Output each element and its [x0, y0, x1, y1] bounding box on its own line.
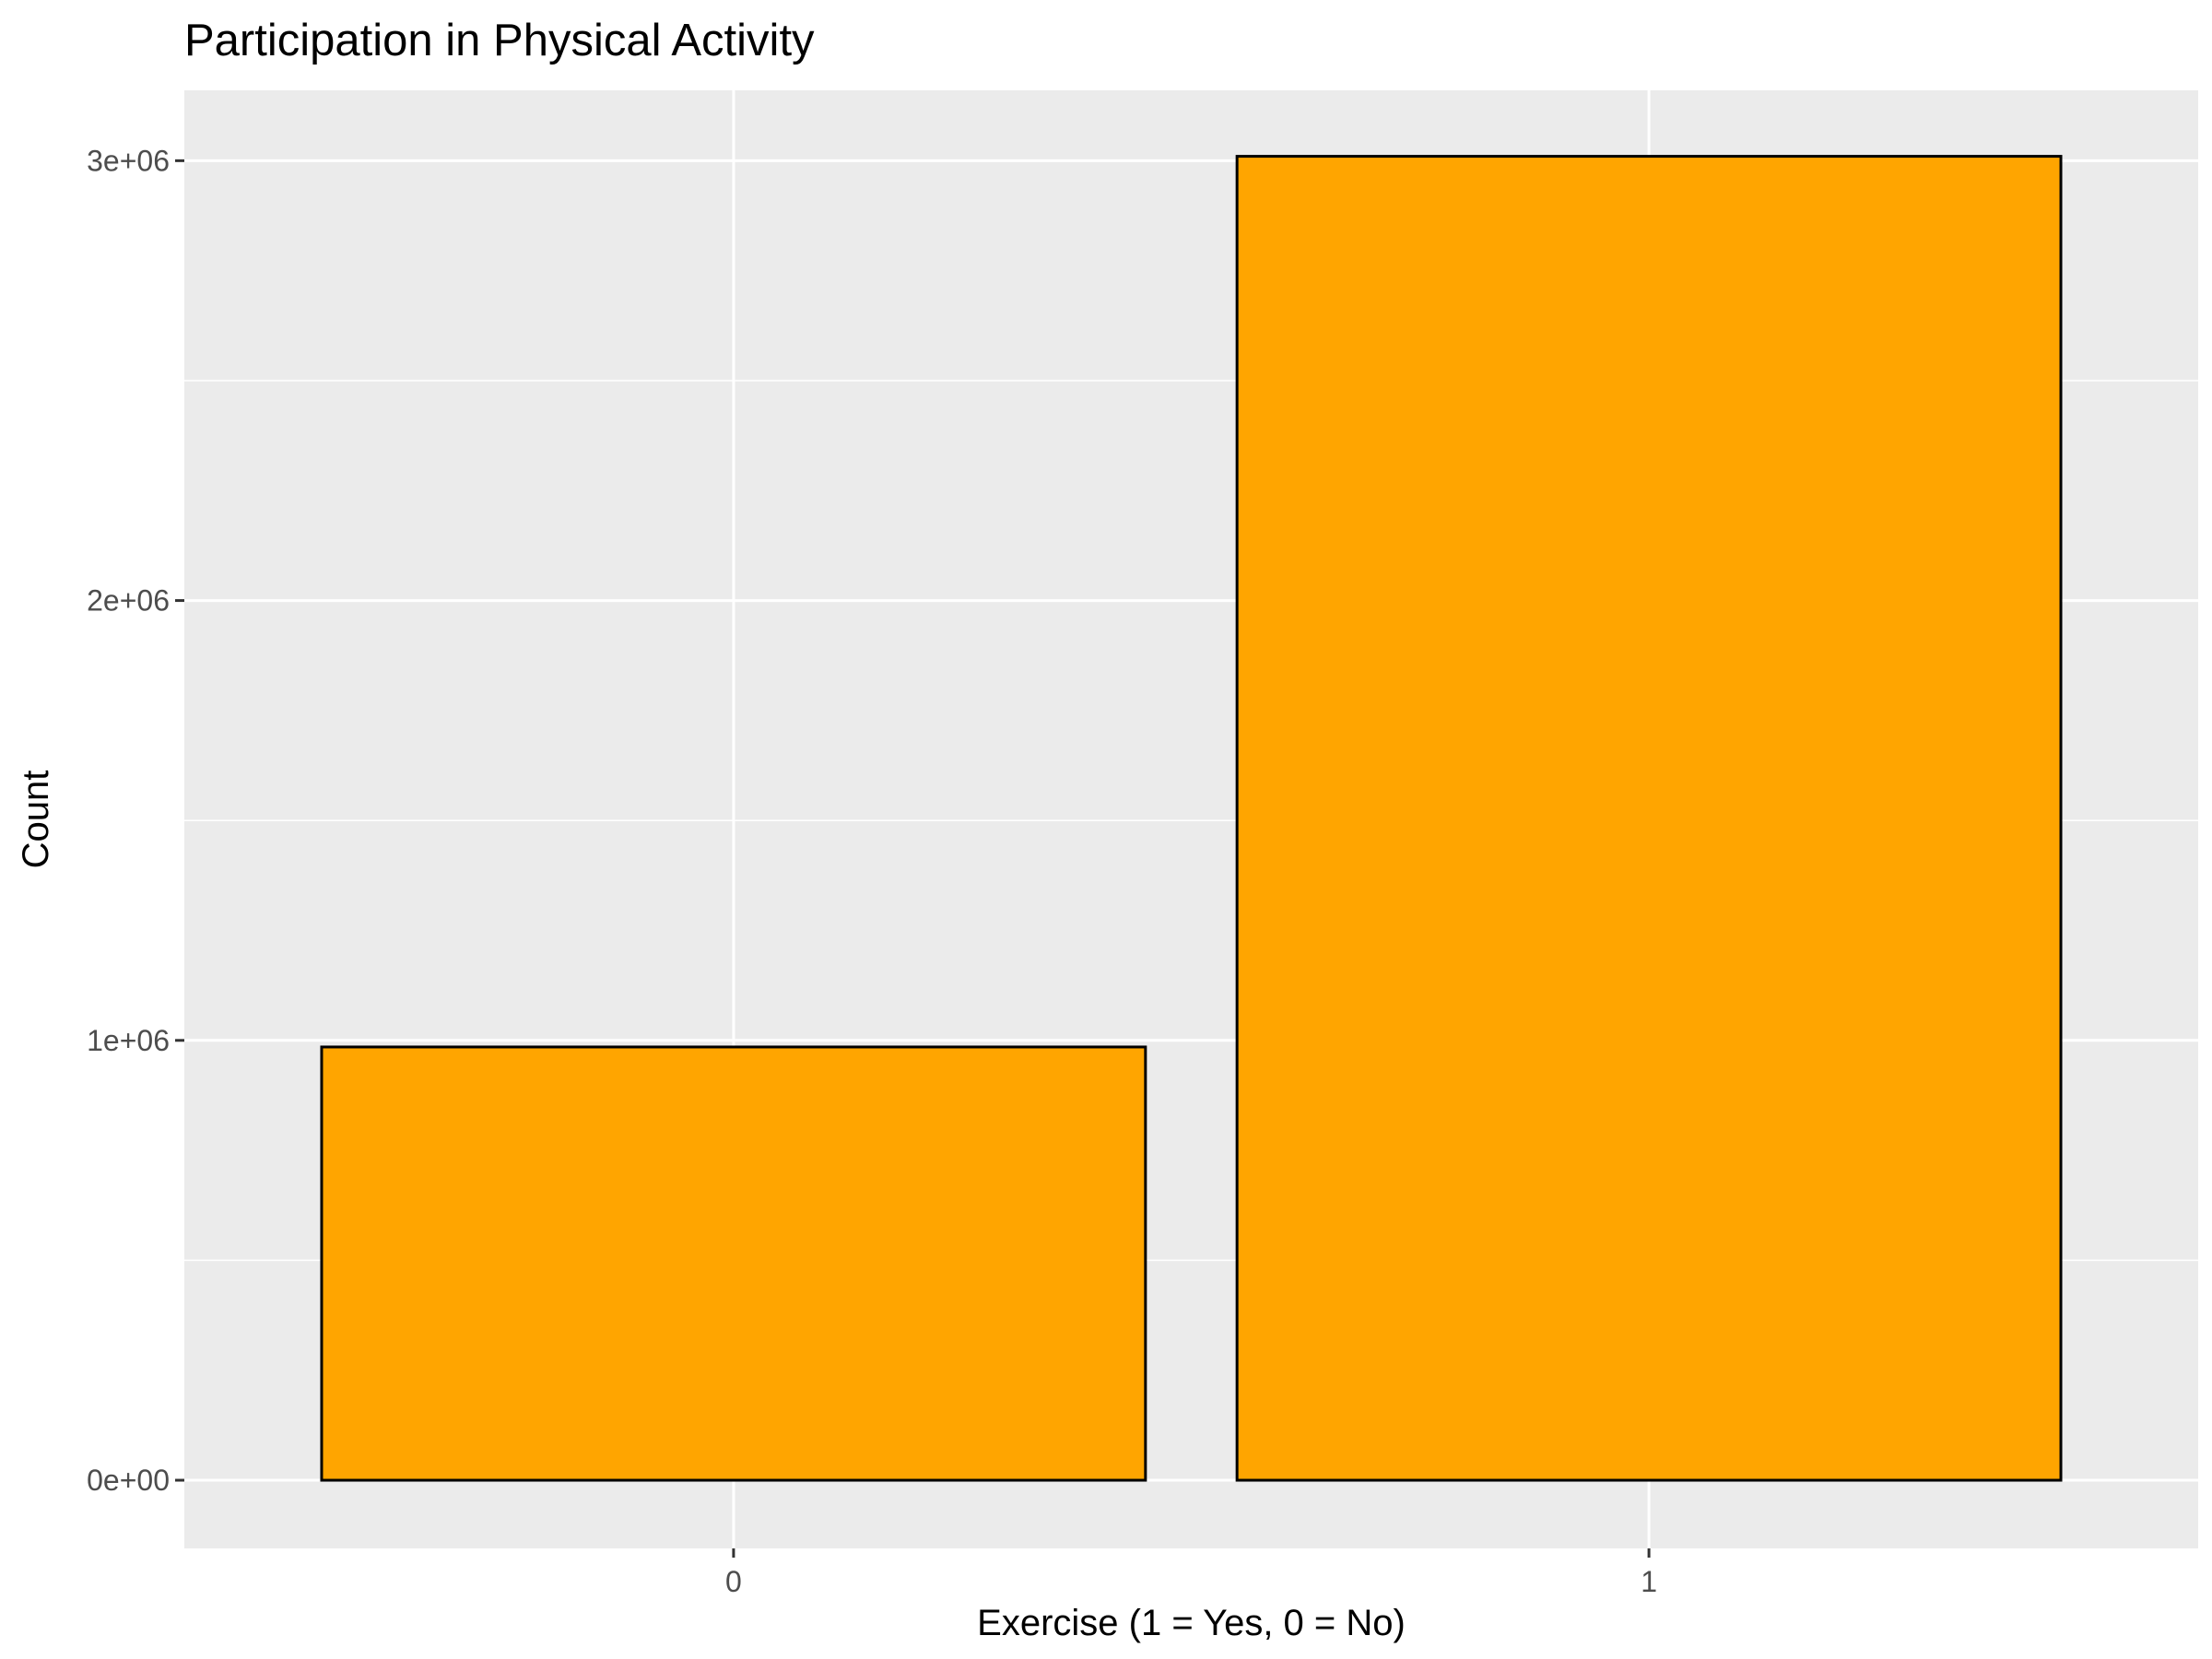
x-axis-title: Exercise (1 = Yes, 0 = No): [977, 1603, 1406, 1643]
x-tick-label: 1: [1641, 1565, 1657, 1598]
y-tick-label: 1e+06: [87, 1024, 170, 1057]
bar-0: [320, 1045, 1147, 1482]
bar-1: [1235, 155, 2063, 1482]
bars: [320, 155, 2063, 1482]
y-axis-title: Count: [16, 771, 56, 869]
y-tick-label: 0e+00: [87, 1464, 170, 1497]
chart-title: Participation in Physical Activity: [184, 16, 815, 65]
y-tick-label: 2e+06: [87, 584, 170, 618]
x-tick-label: 0: [725, 1565, 742, 1598]
y-tick-label: 3e+06: [87, 144, 170, 177]
y-axis: 0e+00 1e+06 2e+06 3e+06: [87, 144, 184, 1497]
